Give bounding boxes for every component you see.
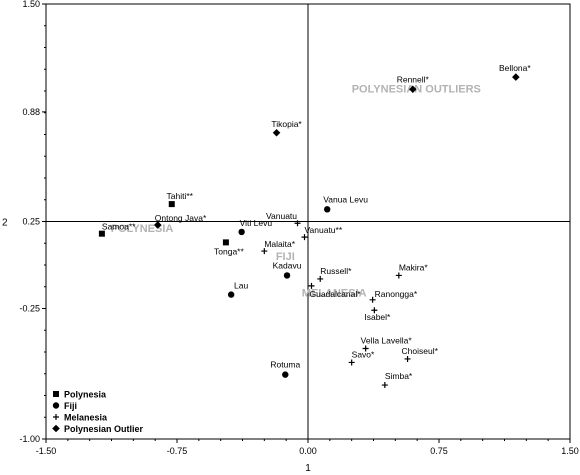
data-point-square <box>168 201 175 208</box>
point-label: Tonga** <box>214 246 244 256</box>
point-label: Vanuatu** <box>305 225 343 235</box>
point-label: Savo* <box>352 349 375 359</box>
legend-marker-plus <box>53 414 59 420</box>
data-point-square <box>222 239 229 246</box>
data-point-diamond <box>153 221 162 229</box>
data-point-plus <box>395 272 402 279</box>
point-label: Vanuatu <box>266 211 297 221</box>
point-label: Malaita* <box>264 239 295 249</box>
point-label: Vella Lavella* <box>361 336 413 346</box>
point-label: Rennell* <box>397 74 430 84</box>
group-label: MELANESIA <box>302 287 367 299</box>
y-tick-label: 1.50 <box>22 0 40 9</box>
data-point-circle <box>283 272 291 279</box>
group-label: FIJI <box>276 251 295 263</box>
data-point-plus <box>381 382 388 389</box>
data-point-plus <box>308 282 315 289</box>
point-label: Tahiti** <box>167 191 194 201</box>
data-point-diamond <box>409 85 417 94</box>
data-point-plus <box>317 275 324 282</box>
x-axis-title: 1 <box>305 463 311 474</box>
data-point-circle <box>282 371 289 378</box>
point-label: Rotuma <box>270 360 300 370</box>
y-axis-title: 2 <box>2 218 8 229</box>
point-label: Simba* <box>385 371 413 381</box>
point-label: Ranongga* <box>375 289 418 299</box>
data-point-plus <box>261 248 268 255</box>
point-label: Bellona* <box>499 63 531 73</box>
point-label: Makira* <box>399 262 429 272</box>
point-label: Ontong Java* <box>155 213 207 223</box>
data-point-plus <box>371 307 378 314</box>
data-point-circle <box>324 206 331 213</box>
point-label: Guadalcanal* <box>309 289 361 299</box>
data-point-plus <box>348 359 355 366</box>
legend-marker-square <box>53 391 59 397</box>
legend-label: Fiji <box>64 401 77 411</box>
x-tick-label: 0.00 <box>299 446 317 456</box>
data-point-circle <box>238 228 245 236</box>
point-label: Lau <box>234 281 248 291</box>
point-label: Russell* <box>320 266 352 276</box>
x-tick-label: -1.50 <box>36 446 57 456</box>
point-label: Viti Levu <box>240 218 273 228</box>
point-label: Tikopia* <box>271 119 302 129</box>
data-point-diamond <box>512 73 520 81</box>
y-tick-label: 0.88 <box>22 107 40 117</box>
legend-marker-diamond <box>52 424 60 433</box>
data-point-circle <box>227 291 235 298</box>
y-tick-label: -1.00 <box>19 434 40 444</box>
data-point-plus <box>294 220 301 227</box>
point-label: Vanua Levu <box>323 194 368 204</box>
point-label: Isabel* <box>364 312 391 322</box>
data-point-plus <box>369 296 376 303</box>
data-point-diamond <box>272 128 281 137</box>
point-label: Choiseul* <box>402 346 439 356</box>
data-point-square <box>98 230 105 237</box>
point-label: Samoa** <box>102 222 136 232</box>
legend-marker-circle <box>52 402 60 409</box>
data-point-plus <box>404 355 411 362</box>
legend-label: Polynesian Outlier <box>64 424 144 434</box>
data-point-plus <box>301 234 308 241</box>
y-tick-label: 0.25 <box>22 217 40 227</box>
data-point-plus <box>362 345 369 352</box>
group-label: POLYNESIAN OUTLIERS <box>352 84 481 96</box>
y-tick-label: -0.25 <box>19 304 40 314</box>
legend-label: Melanesia <box>64 413 108 423</box>
point-label: Kadavu <box>273 260 302 270</box>
x-tick-label: -0.75 <box>167 446 188 456</box>
legend-label: Polynesia <box>64 390 107 400</box>
x-tick-label: 1.50 <box>561 446 579 456</box>
x-tick-label: 0.75 <box>430 446 448 456</box>
